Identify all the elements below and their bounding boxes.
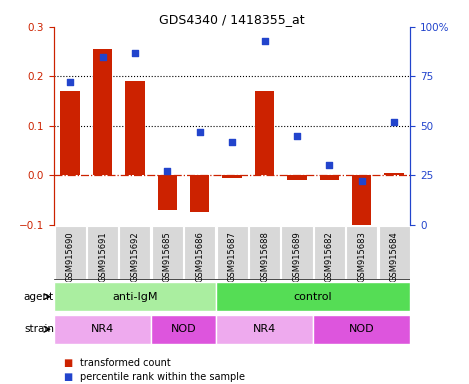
Point (164, 168, 171, 174)
FancyBboxPatch shape (378, 226, 410, 279)
FancyBboxPatch shape (151, 314, 216, 344)
Text: GSM915689: GSM915689 (293, 231, 302, 282)
Text: GSM915690: GSM915690 (66, 231, 75, 282)
FancyBboxPatch shape (54, 226, 86, 279)
Text: GSM915691: GSM915691 (98, 231, 107, 282)
FancyBboxPatch shape (54, 314, 151, 344)
Text: transformed count: transformed count (80, 358, 170, 368)
Point (196, 129, 204, 135)
Text: NOD: NOD (349, 324, 375, 334)
Text: GSM915686: GSM915686 (195, 231, 204, 282)
Text: GSM915682: GSM915682 (325, 231, 334, 282)
Text: NOD: NOD (171, 324, 197, 334)
Text: GSM915687: GSM915687 (227, 231, 237, 282)
FancyBboxPatch shape (120, 226, 151, 279)
Text: ■: ■ (63, 372, 73, 382)
Text: GSM915688: GSM915688 (260, 231, 269, 282)
Bar (158, 175, 177, 210)
FancyBboxPatch shape (313, 314, 410, 344)
Text: GSM915692: GSM915692 (130, 231, 139, 282)
Text: control: control (294, 291, 333, 302)
FancyBboxPatch shape (184, 226, 215, 279)
Bar (61, 91, 80, 175)
Text: GSM915685: GSM915685 (163, 231, 172, 282)
Bar (93, 49, 112, 175)
Text: GSM915684: GSM915684 (390, 231, 399, 282)
Bar (320, 175, 339, 180)
FancyBboxPatch shape (152, 226, 183, 279)
Bar (352, 175, 371, 232)
Bar (287, 175, 307, 180)
Bar (385, 173, 404, 175)
Point (358, 178, 365, 184)
Text: strain: strain (24, 324, 54, 334)
Bar (190, 175, 210, 212)
Bar (222, 175, 242, 178)
Text: ■: ■ (63, 358, 73, 368)
Point (293, 132, 301, 139)
FancyBboxPatch shape (54, 282, 216, 311)
FancyBboxPatch shape (249, 226, 280, 279)
FancyBboxPatch shape (281, 226, 312, 279)
Text: anti-IgM: anti-IgM (112, 291, 158, 302)
FancyBboxPatch shape (216, 314, 313, 344)
FancyBboxPatch shape (314, 226, 345, 279)
FancyBboxPatch shape (217, 226, 248, 279)
Point (99, 53, 106, 60)
FancyBboxPatch shape (216, 282, 410, 311)
Point (131, 50, 139, 56)
Title: GDS4340 / 1418355_at: GDS4340 / 1418355_at (159, 13, 305, 26)
Point (67, 79, 74, 85)
Text: NR4: NR4 (91, 324, 114, 334)
Bar (125, 81, 144, 175)
Text: GSM915683: GSM915683 (357, 231, 366, 282)
FancyBboxPatch shape (346, 226, 378, 279)
Text: percentile rank within the sample: percentile rank within the sample (80, 372, 245, 382)
Point (325, 162, 333, 169)
Text: NR4: NR4 (253, 324, 276, 334)
Point (390, 119, 398, 125)
FancyBboxPatch shape (87, 226, 118, 279)
Point (228, 139, 236, 145)
Bar (255, 91, 274, 175)
Text: agent: agent (24, 291, 54, 302)
Point (261, 38, 268, 44)
